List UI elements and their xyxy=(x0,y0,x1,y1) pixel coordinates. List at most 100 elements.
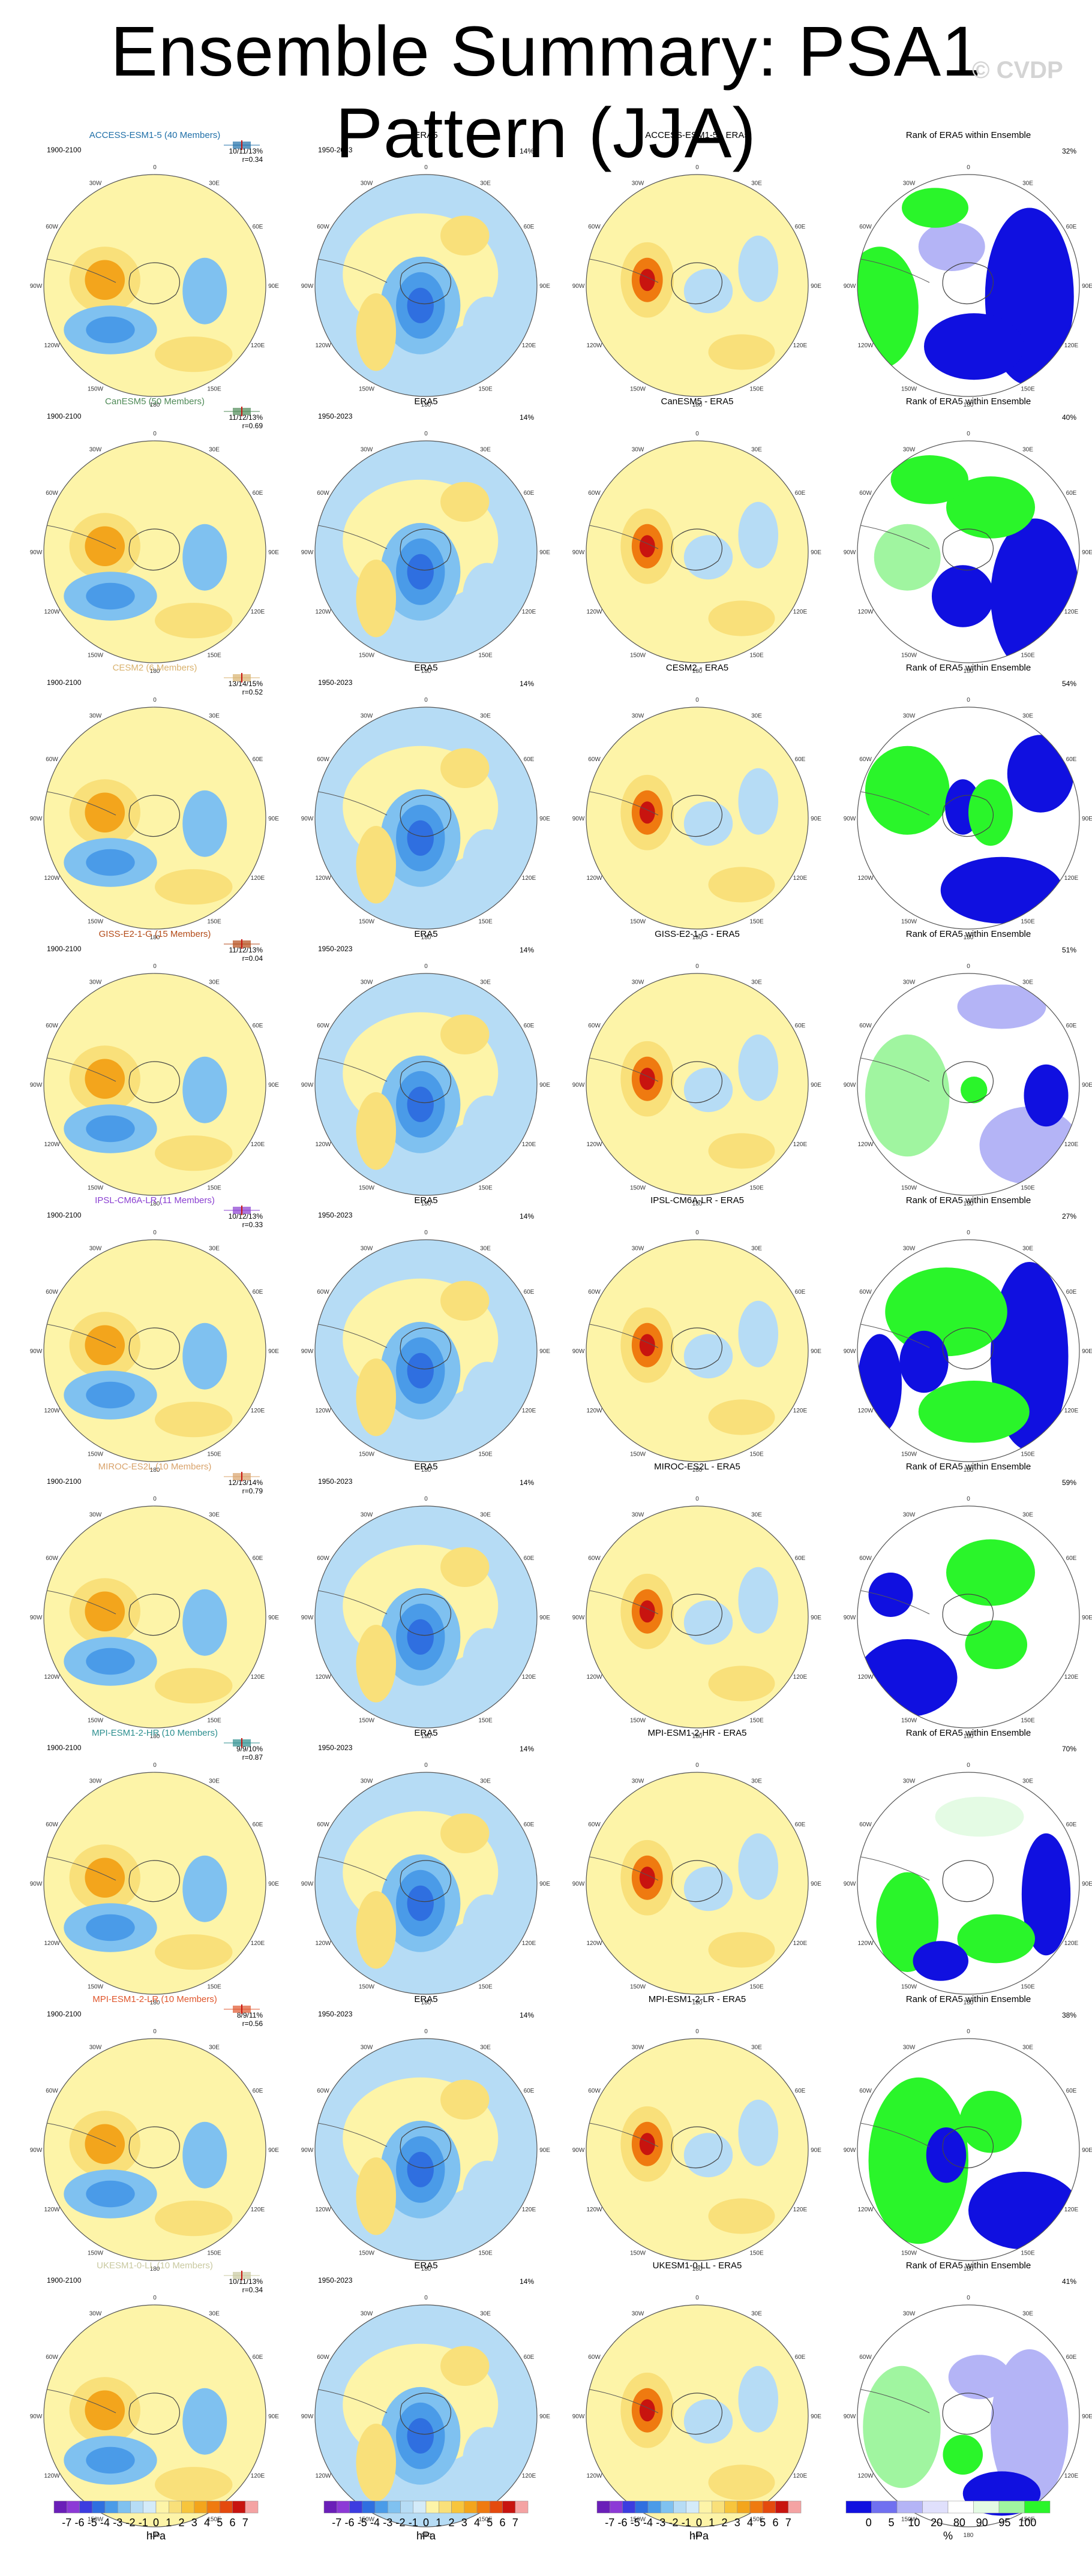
row-8-mean-map-lon-label-0: 0 xyxy=(153,2295,157,2301)
row-7-diff-map-lon-label-8: 120W xyxy=(586,2207,602,2213)
row-8-mean-map-lon-label-1: 30E xyxy=(209,2311,220,2318)
row-8-diff-map-lon-label-10: 60W xyxy=(588,2354,601,2361)
row-5-diff-map-blob-4 xyxy=(708,1666,775,1702)
row-8-diff-map-lon-label-3: 90E xyxy=(811,2413,821,2420)
row-3-mean-map-lon-label-10: 60W xyxy=(46,1023,58,1029)
row-5-obs-map-blob-6 xyxy=(440,1547,490,1588)
row-8-rank-map-blob-0 xyxy=(863,2365,941,2488)
row-6-rank-map-coastline-2 xyxy=(857,1856,930,1881)
row-1-model-stats: 11/12/13% xyxy=(229,413,263,422)
row-7-rank-title: Rank of ERA5 within Ensemble xyxy=(906,1994,1031,2004)
row-1-rank-map-lon-label-10: 60W xyxy=(859,490,872,497)
row-4-mean-map-blob-3 xyxy=(86,1381,135,1409)
row-7-rank-map-lon-label-11: 30W xyxy=(903,2045,916,2051)
row-0-diff-map-blob-2 xyxy=(639,269,655,291)
row-3-mean-map-lon-label-1: 30E xyxy=(209,979,220,986)
colorbar-mean-tick-7: 0 xyxy=(153,2517,159,2529)
row-5-rank-map-lon-label-1: 30E xyxy=(1022,1512,1033,1519)
row-3-diff-map-contours xyxy=(586,1034,779,1169)
row-3-diff-map-lon-label-11: 30W xyxy=(632,979,644,986)
row-5-model-title: MIROC-ES2L (10 Members) xyxy=(98,1462,212,1472)
row-4-obs-map-lon-label-5: 150E xyxy=(478,1451,493,1457)
row-0-obs-map-lon-label-4: 120E xyxy=(522,342,536,349)
row-0-rank-map-lon-label-6: 180 xyxy=(964,402,974,408)
row-3-rank-map-lon-label-3: 90E xyxy=(1082,1082,1092,1089)
row-6-rank-map-lon-label-9: 90W xyxy=(844,1881,856,1887)
row-0-obs-map-lon-label-11: 30W xyxy=(361,181,373,187)
row-5-rank-map-lon-label-8: 120W xyxy=(857,1674,874,1681)
row-4-rank-map-lon-label-8: 120W xyxy=(857,1408,874,1414)
row-0-rank-map-blob-2 xyxy=(924,313,1024,380)
row-1-obs-map-lon-label-10: 60W xyxy=(317,490,329,497)
row-2-obs-map-lon-label-3: 90E xyxy=(539,816,550,822)
row-5-obs-map-lon-label-10: 60W xyxy=(317,1555,329,1562)
row-1-rank-map-border xyxy=(857,440,1080,663)
colorbar-obs-swatch-12 xyxy=(476,2500,490,2514)
row-6-obs-map-lon-label-2: 60E xyxy=(524,1821,535,1828)
row-3-obs-map-lon-label-10: 60W xyxy=(317,1023,329,1029)
row-1-diff-map-coastline-2 xyxy=(586,524,659,549)
row-7-rank-pct: 38% xyxy=(1062,2011,1076,2019)
row-4-rank-map-lon-label-2: 60E xyxy=(1066,1289,1077,1295)
colorbar-mean-tick-14: 7 xyxy=(242,2517,248,2529)
row-2-mean-map-border xyxy=(43,707,266,930)
row-2-obs-map-blob-6 xyxy=(440,748,490,789)
row-1-obs-title: ERA5 xyxy=(414,396,437,407)
row-0-rank-map-blob-4 xyxy=(902,188,968,228)
row-5-rank-map-lon-label-9: 90W xyxy=(844,1615,856,1621)
row-3-obs-map-coastline xyxy=(400,1061,451,1104)
row-5-mean-map-blob-3 xyxy=(86,1648,135,1675)
colorbar-obs-tick-1: -6 xyxy=(344,2517,354,2529)
row-4-model-title: IPSL-CM6A-LR (11 Members) xyxy=(95,1195,215,1206)
row-2-mean-map-coastline xyxy=(128,795,180,837)
row-4-mean-map-lon-label-10: 60W xyxy=(46,1289,58,1295)
row-4-obs-map-blob-4 xyxy=(356,1358,397,1436)
row-3-mean-map: 0 30E 60E 90E 120E 150E 180 150W 120W 90W 60W 30W xyxy=(30,963,280,1207)
row-0-rank-map-lon-label-11: 30W xyxy=(903,181,916,187)
row-7-diff-map-lon-label-6: 180 xyxy=(692,2266,703,2273)
row-8-mean-map-lon-label-9: 90W xyxy=(30,2413,43,2420)
row-2-mean-map: 0 30E 60E 90E 120E 150E 180 150W 120W 90W 60W 30W xyxy=(30,697,280,941)
row-8-obs-map-blob-6 xyxy=(440,2346,490,2386)
row-1-obs-map-lon-label-11: 30W xyxy=(361,447,373,453)
row-6-obs-variance: 14% xyxy=(520,1745,534,1753)
colorbar-mean-swatch-14 xyxy=(232,2500,245,2514)
row-6-diff-map-lon-label-4: 120E xyxy=(793,1940,808,1947)
cvdp-watermark: © CVDP xyxy=(972,57,1063,83)
row-1-rank-map: 0 30E 60E 90E 120E 150E 180 150W 120W 90W 60W 30W xyxy=(844,431,1092,675)
row-2-rank-map-lon-label-9: 90W xyxy=(844,816,856,822)
colorbar-obs-swatch-5 xyxy=(388,2500,401,2514)
row-7-diff-map-lon-label-2: 60E xyxy=(795,2088,806,2094)
row-2-rank-map-border xyxy=(857,707,1080,930)
row-7-obs-map-lon-label-11: 30W xyxy=(361,2045,373,2051)
colorbar-diff-swatch-1 xyxy=(610,2500,623,2514)
colorbar-mean-tick-10: 3 xyxy=(191,2517,197,2529)
row-5-rank-map-blob-3 xyxy=(868,1573,913,1617)
row-6-diff-map-lon-label-0: 0 xyxy=(695,1762,699,1769)
row-0-obs-map-border xyxy=(314,174,538,397)
row-7-obs-map-lon-label-1: 30E xyxy=(480,2045,491,2051)
row-5-obs-map-blob-3 xyxy=(407,1619,434,1655)
row-5-diff-map-lon-label-3: 90E xyxy=(811,1615,821,1621)
row-2-diff-map-lon-label-3: 90E xyxy=(811,816,821,822)
row-8-mean-map-lon-label-8: 120W xyxy=(44,2473,60,2479)
row-6-obs-map-coastline xyxy=(400,1860,451,1902)
row-1-rank-map-lon-label-4: 120E xyxy=(1064,609,1079,615)
row-1-diff-map-contours xyxy=(586,501,779,636)
row-3-model-stats: 11/12/13% xyxy=(229,946,263,954)
row-3-rank-map-lon-label-9: 90W xyxy=(844,1082,856,1089)
row-5-mean-map-blob-5 xyxy=(155,1668,233,1704)
row-6-rank-map-lon-label-5: 150E xyxy=(1021,1983,1035,1990)
row-6-rank-map-blob-3 xyxy=(913,1941,968,1981)
row-4-rank-map-coastline xyxy=(942,1327,994,1370)
row-0-obs-map-lon-label-5: 150E xyxy=(478,386,493,392)
row-5-rank-map-blob-1 xyxy=(946,1539,1035,1606)
row-1-diff-map-lon-label-9: 90W xyxy=(572,549,585,556)
colorbar-rank-label: % xyxy=(943,2530,953,2542)
row-2-mean-map-lon-label-8: 120W xyxy=(44,875,60,882)
row-0-mean-map-lon-label-11: 30W xyxy=(89,181,102,187)
row-6-diff-map-blob-2 xyxy=(639,1866,655,1889)
row-2-mean-map-lon-label-4: 120E xyxy=(251,875,265,882)
row-5-rank-map-coastline-2 xyxy=(857,1589,930,1615)
row-8-obs-title: ERA5 xyxy=(414,2261,437,2271)
